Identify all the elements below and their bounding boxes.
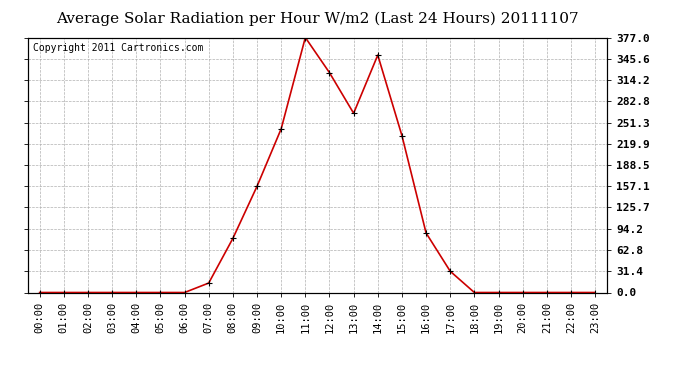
Text: Copyright 2011 Cartronics.com: Copyright 2011 Cartronics.com xyxy=(33,43,204,52)
Text: Average Solar Radiation per Hour W/m2 (Last 24 Hours) 20111107: Average Solar Radiation per Hour W/m2 (L… xyxy=(56,11,579,26)
